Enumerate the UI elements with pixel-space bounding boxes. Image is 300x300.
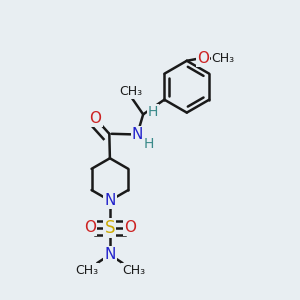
Text: N: N [132, 127, 143, 142]
Text: CH₃: CH₃ [211, 52, 234, 65]
Text: N: N [104, 193, 116, 208]
Text: S: S [105, 219, 115, 237]
Text: H: H [143, 137, 154, 151]
Text: H: H [148, 105, 158, 119]
Text: CH₃: CH₃ [119, 85, 142, 98]
Text: N: N [104, 247, 116, 262]
Text: O: O [89, 111, 101, 126]
Text: O: O [124, 220, 136, 235]
Text: CH₃: CH₃ [122, 264, 145, 277]
Text: CH₃: CH₃ [75, 264, 98, 277]
Text: O: O [197, 51, 209, 66]
Text: O: O [84, 220, 96, 235]
